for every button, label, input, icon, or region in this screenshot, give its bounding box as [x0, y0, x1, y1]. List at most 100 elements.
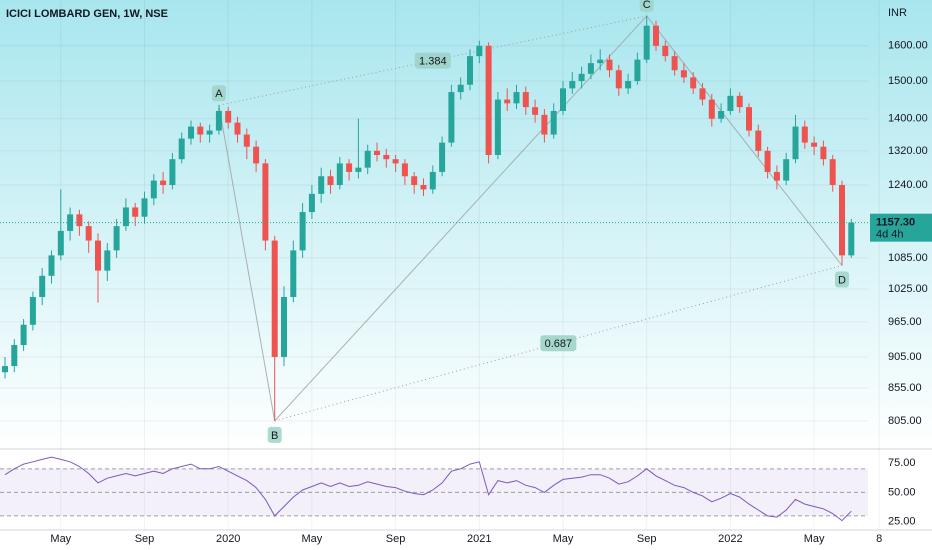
- pattern-point-box: [211, 85, 226, 102]
- candle-body: [355, 167, 362, 172]
- chart-title: ICICI LOMBARD GEN, 1W, NSE: [6, 8, 168, 20]
- candle-body: [141, 198, 148, 217]
- candle-body: [727, 95, 734, 111]
- candle-body: [374, 150, 380, 155]
- candle-body: [792, 126, 799, 160]
- y-tick-label: 1400.00: [888, 113, 928, 125]
- candle-body: [411, 176, 418, 185]
- candle-body: [550, 110, 557, 135]
- candle-body: [85, 226, 92, 241]
- pattern-point-label: D: [838, 274, 846, 286]
- ratio-line: [218, 15, 647, 106]
- candle-body: [597, 59, 604, 64]
- pattern-point-label: A: [215, 88, 223, 100]
- rsi-tick-label: 50.00: [888, 486, 916, 498]
- candle-body: [392, 159, 399, 164]
- candle-body: [429, 171, 436, 190]
- candle-body: [513, 92, 520, 104]
- candle-body: [671, 56, 678, 71]
- candle-body: [699, 88, 706, 100]
- candle-body: [150, 180, 157, 199]
- candle-body: [346, 163, 353, 172]
- candle-body: [20, 324, 27, 346]
- candle-body: [634, 59, 641, 82]
- candle-body: [113, 226, 120, 251]
- y-tick-label: 1320.00: [888, 145, 928, 157]
- candle-body: [718, 110, 725, 119]
- candle-body: [262, 163, 269, 241]
- x-tick-label: May: [553, 533, 574, 545]
- candle-body: [327, 176, 334, 185]
- candle-body: [578, 73, 585, 82]
- candle-body: [541, 114, 548, 135]
- x-tick-label: Sep: [637, 533, 657, 545]
- last-price-label: 1157.30: [876, 217, 915, 229]
- candle-body: [48, 255, 55, 276]
- candle-body: [364, 150, 371, 168]
- candle-body: [178, 138, 185, 160]
- candle-body: [225, 110, 232, 123]
- candle-body: [736, 95, 743, 108]
- candle-body: [494, 99, 501, 155]
- candle-body: [820, 146, 827, 160]
- candle-body: [336, 163, 343, 185]
- candle-body: [773, 171, 780, 181]
- candle-body: [448, 92, 455, 143]
- candle-body: [587, 63, 594, 74]
- candle-body: [653, 25, 659, 46]
- y-tick-label: 1240.00: [888, 179, 928, 191]
- pattern-leg: [646, 15, 843, 266]
- x-tick-label: May: [804, 533, 825, 545]
- candle-body: [243, 134, 250, 147]
- candle-body: [829, 159, 836, 185]
- candle-body: [299, 212, 306, 251]
- candle-body: [271, 240, 278, 357]
- candle-body: [122, 207, 129, 227]
- candle-body: [801, 126, 808, 143]
- y-tick-label: 855.00: [888, 382, 922, 394]
- ratio-box: [540, 335, 577, 352]
- x-tick-label: 8: [876, 533, 882, 545]
- ratio-label: 0.687: [545, 338, 573, 350]
- candle-body: [2, 366, 8, 373]
- y-tick-label: 805.00: [888, 415, 922, 427]
- candle-body: [625, 81, 632, 89]
- countdown-label: 4d 4h: [876, 229, 904, 241]
- y-tick-label: 1600.00: [888, 40, 928, 52]
- candle-body: [783, 159, 790, 181]
- candle-body: [39, 275, 46, 298]
- candle-body: [532, 107, 539, 115]
- x-tick-label: May: [50, 533, 71, 545]
- candle-body: [467, 56, 473, 85]
- candle-body: [439, 142, 446, 172]
- pattern-point-box: [639, 0, 654, 12]
- rsi-line: [4, 456, 852, 522]
- candle-body: [308, 193, 315, 213]
- candle-body: [811, 142, 818, 147]
- y-tick-label: 905.00: [888, 351, 922, 363]
- last-price-box: [870, 213, 932, 242]
- candle-body: [253, 146, 260, 164]
- x-tick-label: Sep: [386, 533, 406, 545]
- candle-body: [662, 45, 669, 57]
- candle-body: [485, 45, 492, 155]
- candle-body: [420, 184, 427, 190]
- candle-body: [169, 159, 176, 185]
- candle-body: [504, 99, 511, 104]
- candle-body: [104, 250, 111, 271]
- candle-body: [764, 150, 771, 172]
- candle-body: [690, 77, 697, 89]
- rsi-tick-label: 75.00: [888, 457, 916, 469]
- unit-label: INR: [888, 7, 907, 19]
- x-tick-label: 2022: [718, 533, 742, 545]
- candle-body: [401, 163, 408, 177]
- candle-body: [67, 214, 74, 231]
- candle-body: [680, 70, 687, 78]
- candle-body: [188, 126, 194, 139]
- rsi-tick-label: 25.00: [888, 516, 916, 528]
- x-tick-label: Sep: [135, 533, 155, 545]
- y-tick-label: 1500.00: [888, 75, 928, 87]
- candle-body: [606, 59, 613, 71]
- y-tick-label: 1085.00: [888, 252, 928, 264]
